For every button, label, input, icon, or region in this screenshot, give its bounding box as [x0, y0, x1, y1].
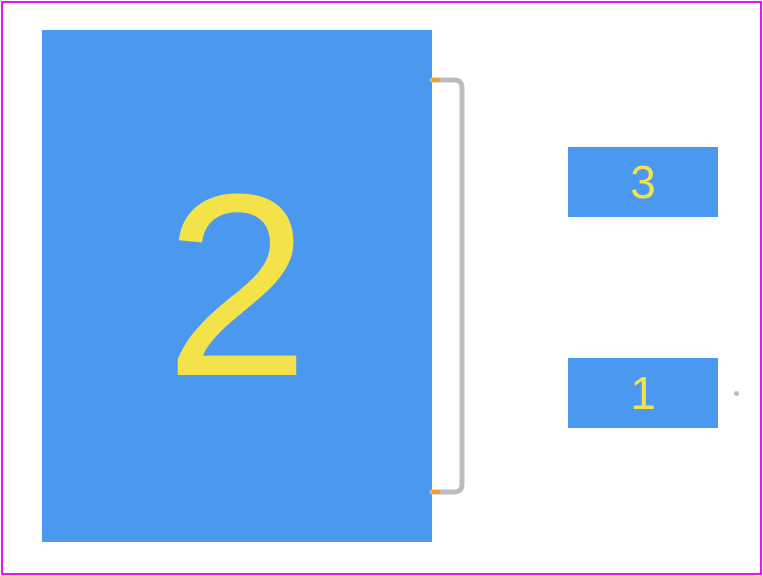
pad-3: 3: [568, 147, 718, 217]
pad-2: 2: [42, 30, 432, 542]
pad-2-label: 2: [165, 137, 310, 436]
pad-1: 1: [568, 358, 718, 428]
tick-top: [432, 78, 440, 82]
tick-bottom: [432, 490, 440, 494]
pad-3-label: 3: [630, 155, 656, 209]
pin1-marker: [734, 391, 739, 396]
silkscreen-outline: [432, 80, 467, 497]
pad-1-label: 1: [630, 366, 656, 420]
